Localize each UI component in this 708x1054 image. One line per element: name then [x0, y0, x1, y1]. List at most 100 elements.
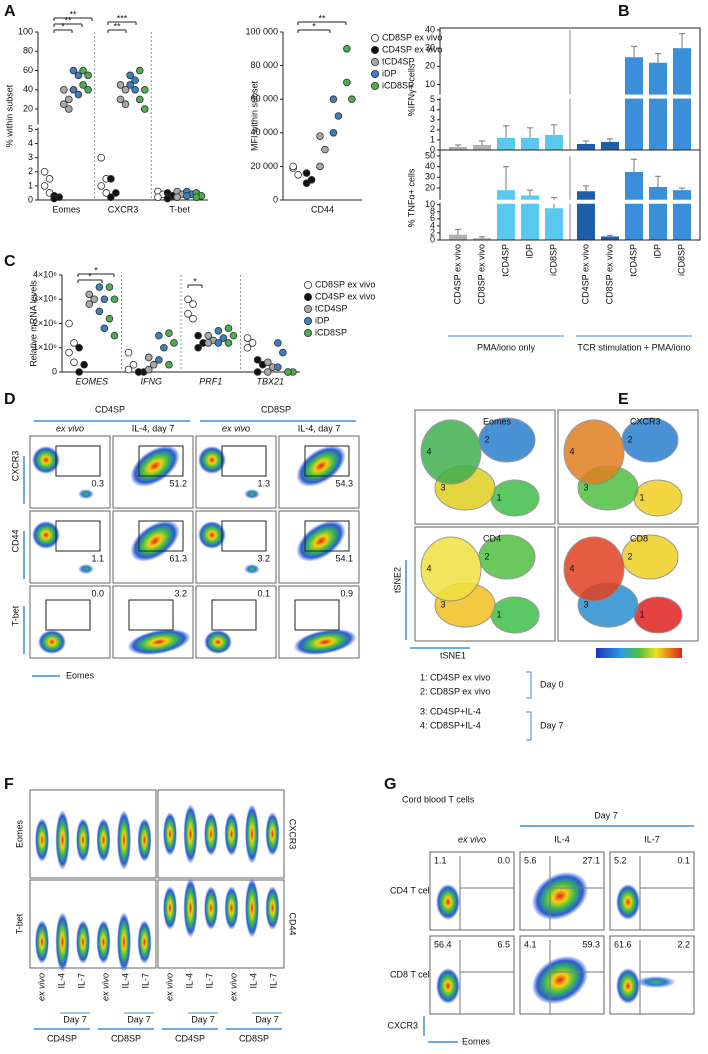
- data-point: [74, 90, 83, 99]
- flow-plot: [157, 879, 285, 969]
- y-axis-label: % within subset: [4, 84, 14, 147]
- x-tick-label: iCD8SP: [676, 244, 686, 276]
- data-point: [140, 85, 149, 94]
- x-tick-label: T-bet: [169, 204, 190, 214]
- tsne-cluster: [563, 419, 625, 485]
- data-point: [65, 319, 73, 328]
- data-point: [97, 182, 106, 190]
- data-point: [95, 283, 104, 291]
- density-blob: [531, 955, 589, 1005]
- legend-marker: [370, 82, 379, 91]
- gate-value: 0.1: [257, 588, 270, 598]
- y-tick-label: 3: [28, 152, 33, 162]
- data-point: [194, 331, 202, 340]
- row-label: CD8 T cells: [390, 969, 437, 979]
- y-tick-label: 2: [430, 227, 435, 237]
- group-label: TCR stimulation + PMA/iono: [577, 342, 690, 352]
- data-point: [214, 339, 223, 347]
- y-tick-label: 20: [425, 61, 435, 71]
- x-tick-label: iCD8SP: [548, 244, 558, 276]
- row-label: CXCR3: [288, 819, 298, 850]
- group-label: CD8SP: [111, 1033, 141, 1043]
- bar: [649, 62, 667, 150]
- data-point: [274, 339, 282, 347]
- data-point: [100, 295, 109, 304]
- y-tick-label: 20 000: [250, 161, 278, 171]
- significance-label: **: [318, 13, 326, 23]
- bar: [521, 137, 539, 150]
- x-tick-label: tCD4SP: [500, 244, 510, 277]
- data-point: [253, 356, 262, 364]
- condition-label: ex vivo: [100, 973, 110, 1001]
- data-point: [110, 331, 119, 340]
- data-point: [194, 343, 202, 352]
- bar: [521, 195, 539, 240]
- x-tick-label: iDP: [652, 244, 662, 259]
- y-tick-label: 50: [425, 150, 435, 160]
- data-point: [243, 334, 252, 342]
- data-point: [135, 66, 144, 75]
- data-point: [65, 348, 73, 357]
- y-tick-label: 20: [23, 103, 33, 113]
- data-point: [284, 368, 292, 376]
- data-point: [183, 191, 191, 200]
- data-point: [60, 100, 68, 108]
- data-point: [316, 162, 324, 171]
- cluster-id: 1: [496, 492, 501, 502]
- cluster-legend: 2: CD8SP ex vivo: [420, 686, 490, 696]
- gate-value: 0.0: [497, 855, 510, 865]
- bar: [449, 234, 467, 240]
- y-tick-label: 40: [425, 24, 435, 34]
- data-point: [316, 132, 324, 140]
- x-tick-label: CXCR3: [108, 204, 139, 214]
- flow-plot: [29, 879, 157, 969]
- cluster-id: 1: [639, 609, 644, 619]
- cluster-id: 4: [426, 563, 431, 573]
- data-point: [204, 339, 213, 347]
- data-point: [126, 81, 134, 89]
- data-point: [131, 85, 139, 94]
- marker-label: CXCR3: [630, 416, 661, 426]
- gate: [138, 445, 184, 477]
- data-point: [224, 324, 233, 333]
- axis-break-gap: [441, 94, 699, 99]
- bar: [449, 146, 467, 150]
- gate-value: 61.3: [169, 553, 187, 563]
- y-axis-label: CXCR3: [387, 1020, 418, 1030]
- density-blob: [76, 818, 90, 862]
- column-header: IL-7: [644, 834, 660, 844]
- gate: [55, 445, 101, 477]
- cluster-legend: 4: CD8SP+IL-4: [420, 720, 481, 730]
- cluster-id: 4: [569, 446, 574, 456]
- data-point: [343, 78, 351, 87]
- data-point: [140, 105, 149, 113]
- column-header: IL-4, day 7: [132, 423, 175, 433]
- y-tick-label: 4: [430, 220, 435, 230]
- group-label: CD4SP: [47, 1033, 77, 1043]
- panel-letter: D: [4, 391, 16, 408]
- gate-value: 1.3: [257, 478, 270, 488]
- day-label: Day 7: [540, 720, 564, 730]
- legend-marker: [370, 34, 379, 43]
- group-label: PMA/iono only: [477, 342, 536, 352]
- y-tick-label: 1×10⁶: [33, 342, 57, 352]
- data-point: [105, 314, 114, 323]
- x-tick-label: CD44: [311, 204, 334, 214]
- gate-value: 2.2: [677, 939, 690, 949]
- data-point: [243, 343, 252, 352]
- density-blob: [55, 912, 70, 972]
- density-blob: [163, 812, 177, 856]
- data-point: [124, 365, 133, 374]
- row-label: CD44: [288, 912, 298, 935]
- data-point: [253, 368, 262, 376]
- y-tick-label: 3×10⁶: [33, 294, 57, 304]
- density-blob: [127, 628, 191, 656]
- data-point: [163, 194, 172, 203]
- gate: [138, 520, 184, 552]
- y-axis-label: Relative mRNA levels: [28, 280, 38, 367]
- significance-label: **: [113, 21, 121, 31]
- tsne-cluster: [420, 419, 482, 485]
- flow-plot: [157, 789, 285, 879]
- y-tick-label: 20: [425, 182, 435, 192]
- legend-marker: [303, 328, 312, 337]
